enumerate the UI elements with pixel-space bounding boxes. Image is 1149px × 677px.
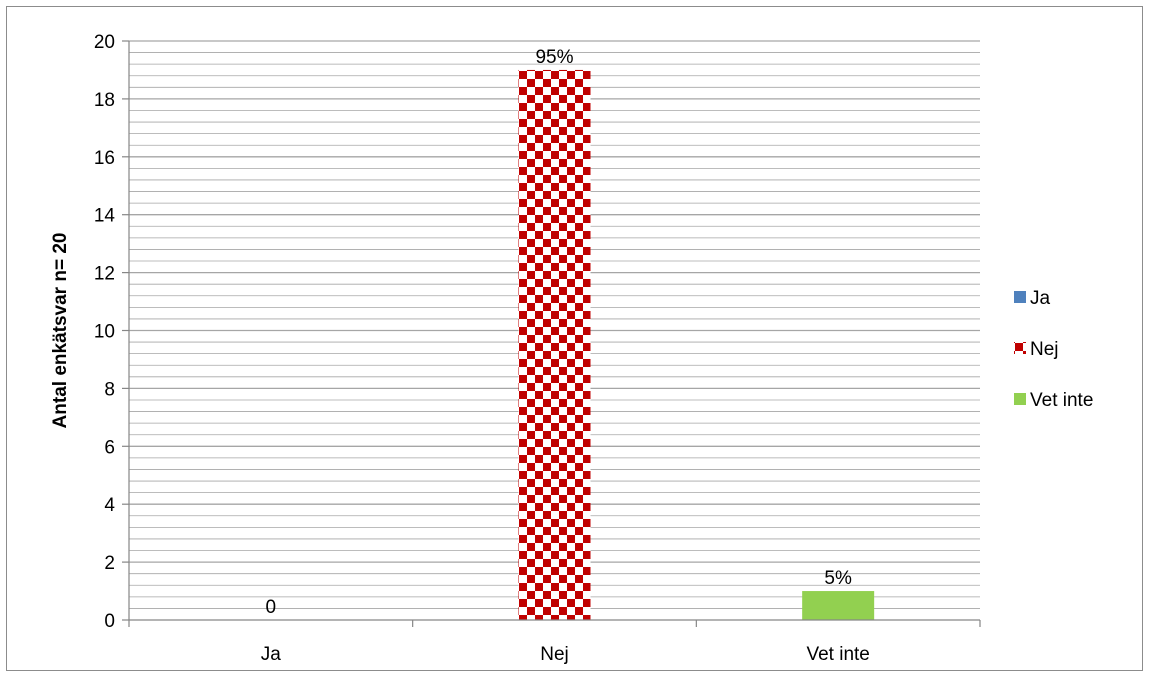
x-tick-label: Vet inte [806, 644, 869, 665]
legend-swatch [1014, 342, 1026, 354]
legend-swatch [1014, 291, 1026, 303]
y-tick-label: 18 [94, 90, 115, 111]
legend: Ja Nej Vet inte [1014, 288, 1093, 411]
x-tick-label: Ja [261, 644, 282, 665]
legend-swatch [1014, 393, 1026, 405]
y-tick-label: 16 [94, 148, 115, 169]
x-tick-label: Nej [540, 644, 569, 665]
y-tick-label: 12 [94, 264, 115, 285]
data-label: 5% [824, 568, 852, 589]
bars [518, 69, 875, 620]
y-tick-label: 10 [94, 322, 115, 343]
chart-frame: 0 2 4 6 8 10 12 14 16 18 20 Ja Nej Vet inte 0 95% 5% A… [6, 6, 1143, 671]
y-tick-label: 6 [104, 437, 115, 458]
y-tick-label: 0 [104, 611, 115, 632]
bar-vet-inte [802, 591, 875, 620]
data-label: 0 [266, 597, 277, 618]
x-tick-labels: Ja Nej Vet inte [261, 644, 870, 665]
data-labels: 0 95% 5% [266, 47, 852, 618]
data-label: 95% [535, 47, 573, 68]
bar-nej [518, 69, 591, 620]
legend-label: Ja [1030, 288, 1051, 309]
legend-label: Nej [1030, 339, 1059, 360]
y-axis-label: Antal enkätsvar n= 20 [50, 233, 71, 429]
bar-chart: 0 2 4 6 8 10 12 14 16 18 20 Ja Nej Vet inte 0 95% 5% A… [50, 32, 1093, 665]
y-tick-label: 4 [104, 495, 115, 516]
legend-label: Vet inte [1030, 390, 1093, 411]
y-tick-label: 2 [104, 553, 115, 574]
y-tick-label: 14 [94, 206, 116, 227]
y-tick-labels: 0 2 4 6 8 10 12 14 16 18 20 [94, 32, 116, 632]
y-tick-label: 20 [94, 32, 115, 53]
y-tick-label: 8 [104, 379, 115, 400]
axes [122, 40, 981, 627]
